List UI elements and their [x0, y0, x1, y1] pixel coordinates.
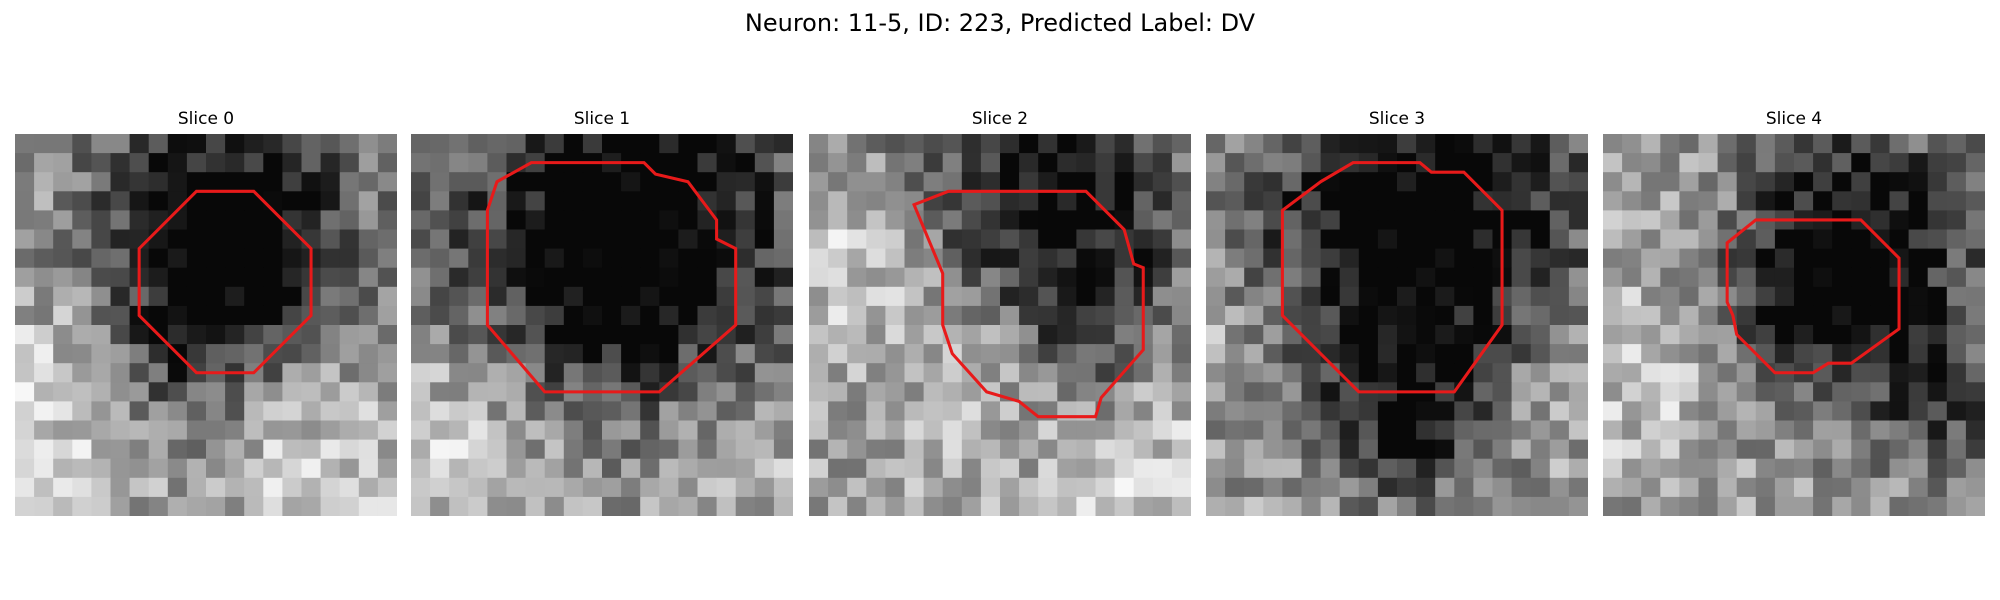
slice-image — [411, 134, 793, 516]
slice-title: Slice 2 — [971, 109, 1029, 129]
slice-title: Slice 1 — [573, 109, 631, 129]
pixel-grid — [1206, 134, 1588, 516]
roi-contour — [137, 189, 313, 375]
slice-title: Slice 3 — [1368, 109, 1426, 129]
slice-title: Slice 4 — [1765, 109, 1823, 129]
slice-title: Slice 0 — [177, 109, 235, 129]
slice-image — [1603, 134, 1985, 516]
pixel-grid — [1603, 134, 1985, 516]
roi-contour — [485, 161, 738, 394]
slice-image — [1206, 134, 1588, 516]
slice-image — [809, 134, 1191, 516]
slice-image — [15, 134, 397, 516]
roi-contour — [1725, 218, 1901, 375]
pixel-grid — [411, 134, 793, 516]
figure-title: Neuron: 11-5, ID: 223, Predicted Label: … — [744, 9, 1256, 37]
roi-contour — [1280, 161, 1504, 394]
pixel-grid — [809, 134, 1191, 516]
roi-contour — [912, 189, 1145, 419]
